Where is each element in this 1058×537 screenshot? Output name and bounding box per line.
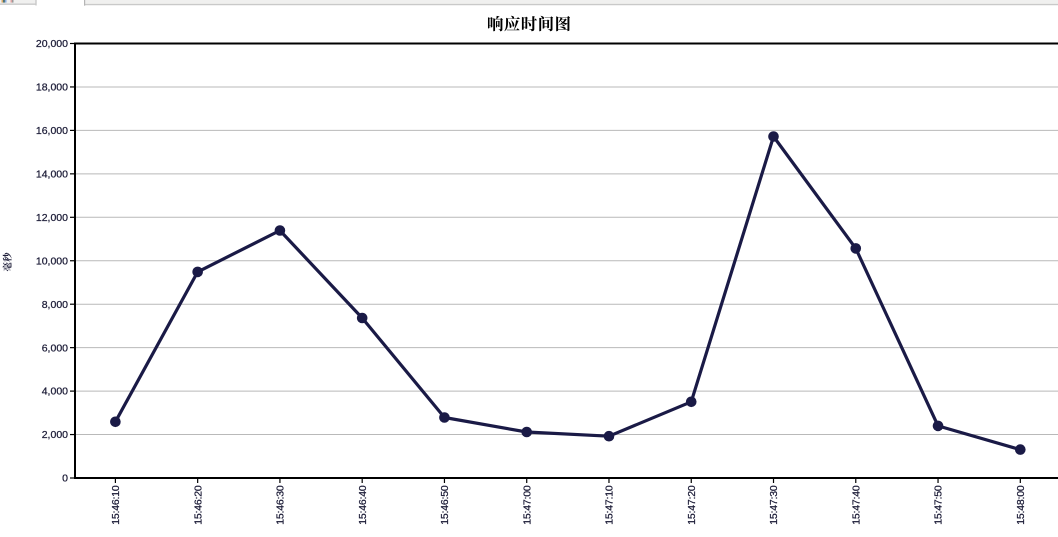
svg-text:6,000: 6,000 <box>42 342 68 354</box>
svg-text:18,000: 18,000 <box>36 82 68 94</box>
svg-text:15:46:20: 15:46:20 <box>192 485 204 525</box>
svg-text:0: 0 <box>62 473 68 485</box>
svg-text:15:48:00: 15:48:00 <box>1015 485 1027 525</box>
svg-text:4,000: 4,000 <box>42 386 68 398</box>
svg-text:15:47:40: 15:47:40 <box>850 485 862 525</box>
svg-text:20,000: 20,000 <box>36 38 68 50</box>
svg-text:15:46:40: 15:46:40 <box>357 485 369 525</box>
svg-text:12,000: 12,000 <box>36 212 68 224</box>
svg-text:2,000: 2,000 <box>42 429 68 441</box>
svg-text:14,000: 14,000 <box>36 168 68 180</box>
svg-text:15:47:50: 15:47:50 <box>933 485 945 525</box>
svg-text:15:46:10: 15:46:10 <box>110 485 122 525</box>
svg-text:15:46:50: 15:46:50 <box>439 485 451 525</box>
svg-text:8,000: 8,000 <box>42 299 68 311</box>
svg-text:15:47:20: 15:47:20 <box>686 485 698 525</box>
svg-text:15:47:30: 15:47:30 <box>768 485 780 525</box>
svg-text:15:47:10: 15:47:10 <box>604 485 616 525</box>
svg-text:16,000: 16,000 <box>36 125 68 137</box>
svg-text:10,000: 10,000 <box>36 255 68 267</box>
svg-text:15:46:30: 15:46:30 <box>275 485 287 525</box>
svg-text:15:47:00: 15:47:00 <box>521 485 533 525</box>
